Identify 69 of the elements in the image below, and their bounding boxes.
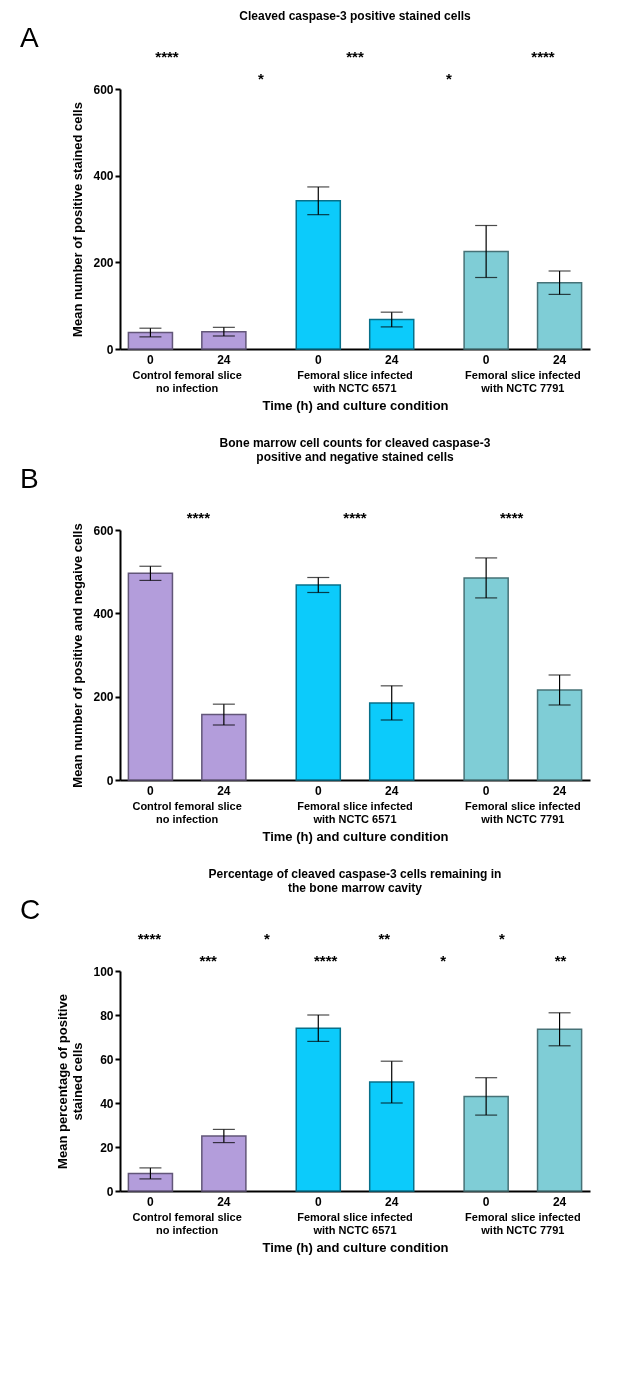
x-tick-label: 24 xyxy=(385,784,399,798)
text: B xyxy=(20,463,39,494)
text: Femoral slice infected with NCTC 7791 xyxy=(465,1211,581,1236)
text: Control femoral slice no infection xyxy=(132,1211,242,1236)
y-tick-label: 200 xyxy=(93,255,114,270)
y-tick-label: 600 xyxy=(93,82,114,97)
text: **** xyxy=(186,509,211,526)
text: C xyxy=(20,894,41,925)
chart-title: Bone marrow cell counts for cleaved caspase-3 positive and negative stained cells xyxy=(219,436,491,464)
text: * xyxy=(446,70,453,87)
text: ** xyxy=(378,930,391,947)
text: * xyxy=(498,930,505,947)
y-tick-label: 600 xyxy=(93,523,114,538)
x-tick-label: 0 xyxy=(482,784,490,798)
text: * xyxy=(440,952,447,969)
y-tick-label: 200 xyxy=(93,690,114,705)
text: A xyxy=(20,22,39,53)
text: Control femoral slice no infection xyxy=(132,369,242,394)
y-axis-title: Mean number of positive stained cells xyxy=(70,102,86,337)
chart-title: Percentage of cleaved caspase-3 cells remaining in the bone marrow cavity xyxy=(208,867,502,895)
text: **** xyxy=(499,509,524,526)
x-tick-label: 24 xyxy=(552,784,567,798)
x-tick-label: 0 xyxy=(147,784,155,798)
x-tick-label: 0 xyxy=(314,1195,322,1209)
x-tick-label: 0 xyxy=(147,1195,155,1209)
x-tick-label: 0 xyxy=(314,353,322,367)
x-tick-label: 0 xyxy=(482,353,490,367)
text: ** xyxy=(554,952,567,969)
text: * xyxy=(258,70,265,87)
x-tick-label: 24 xyxy=(217,1195,231,1209)
text: * xyxy=(263,930,270,947)
text: Femoral slice infected with NCTC 6571 xyxy=(297,800,413,825)
x-tick-label: 24 xyxy=(385,353,399,367)
text: **** xyxy=(531,48,555,65)
text: Femoral slice infected with NCTC 6571 xyxy=(297,369,413,394)
y-tick-label: 40 xyxy=(100,1096,114,1111)
y-tick-label: 60 xyxy=(100,1052,114,1067)
chart-title: Cleaved caspase-3 positive stained cells xyxy=(239,9,472,23)
text: **** xyxy=(343,509,367,526)
x-axis-title: Time (h) and culture condition xyxy=(262,1239,449,1255)
y-tick-label: 20 xyxy=(100,1140,114,1155)
x-tick-label: 0 xyxy=(482,1195,490,1209)
y-tick-label: 80 xyxy=(100,1008,114,1023)
y-tick-label: 0 xyxy=(106,773,114,788)
y-axis-title: Mean number of positive and negaive cells xyxy=(70,523,86,788)
text: *** xyxy=(346,48,364,65)
x-tick-label: 0 xyxy=(147,353,155,367)
y-tick-label: 100 xyxy=(93,964,114,979)
x-tick-label: 24 xyxy=(552,1195,567,1209)
text: Femoral slice infected with NCTC 7791 xyxy=(465,369,581,394)
y-tick-label: 0 xyxy=(106,1184,114,1199)
text: *** xyxy=(199,952,218,969)
text: **** xyxy=(137,930,162,947)
text: Control femoral slice no infection xyxy=(132,800,242,825)
text: Femoral slice infected with NCTC 6571 xyxy=(297,1211,413,1236)
y-tick-label: 0 xyxy=(106,342,114,357)
x-tick-label: 0 xyxy=(314,784,322,798)
text: Femoral slice infected with NCTC 7791 xyxy=(465,800,581,825)
x-tick-label: 24 xyxy=(217,353,231,367)
x-tick-label: 24 xyxy=(217,784,231,798)
y-tick-label: 400 xyxy=(93,606,114,621)
text: **** xyxy=(313,952,338,969)
y-tick-label: 400 xyxy=(93,169,114,184)
text: **** xyxy=(155,48,179,65)
x-tick-label: 24 xyxy=(385,1195,399,1209)
y-axis-title: Mean percentage of positive stained cells xyxy=(55,994,86,1169)
x-tick-label: 24 xyxy=(552,353,567,367)
x-axis-title: Time (h) and culture condition xyxy=(262,397,449,413)
x-axis-title: Time (h) and culture condition xyxy=(262,828,449,844)
